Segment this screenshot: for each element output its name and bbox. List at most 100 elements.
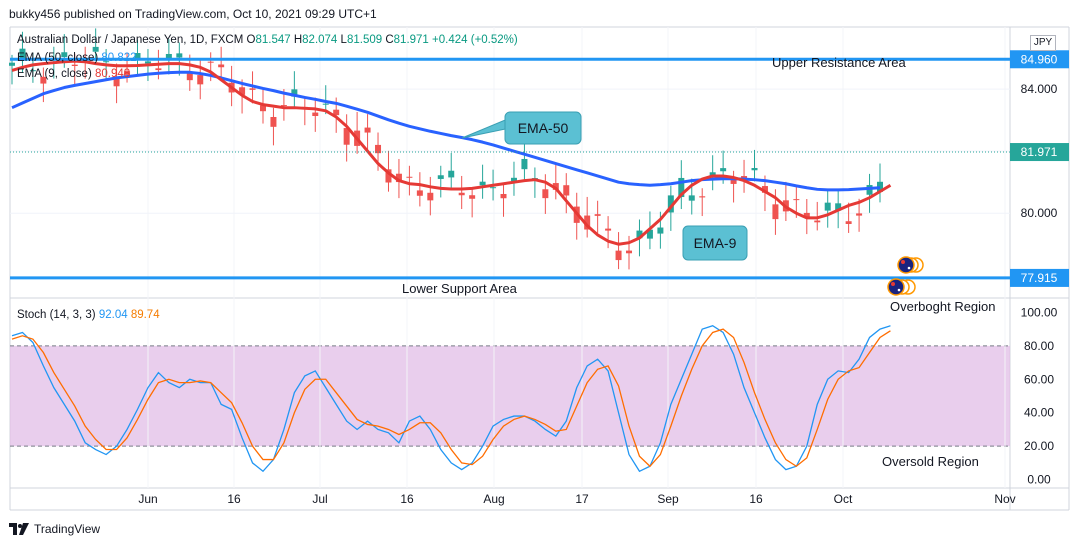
symbol-name[interactable]: Australian Dollar / Japanese Yen, 1D, FX… <box>17 34 244 46</box>
ema9-line <box>11 59 892 246</box>
candle-body <box>103 61 110 63</box>
stoch-tick-label: 60.00 <box>1024 372 1054 386</box>
candle-body <box>856 213 863 216</box>
low-label: L <box>340 34 347 46</box>
candle-body <box>563 185 570 196</box>
candle-body <box>312 112 319 117</box>
stoch-d-value: 89.74 <box>130 309 160 321</box>
close-label: C <box>385 34 394 46</box>
stoch-tick-label: 80.00 <box>1024 339 1054 353</box>
candle-body <box>280 105 287 107</box>
candle-body <box>657 227 664 234</box>
candle-body <box>259 105 266 112</box>
candle-body <box>552 183 559 190</box>
candle-body <box>594 214 601 216</box>
lower-support-label: Lower Support Area <box>402 281 518 296</box>
lower-price-label: 77.915 <box>1021 271 1058 285</box>
ema50-legend[interactable]: EMA (50, close) 80.822 <box>17 52 137 64</box>
candle-body <box>249 88 256 90</box>
time-tick-label: 16 <box>400 492 414 506</box>
candle-body <box>877 181 883 192</box>
ema50-callout-text: EMA-50 <box>518 120 569 136</box>
change-value: +0.424 (+0.52%) <box>432 34 518 46</box>
tradingview-brand: TradingView <box>34 522 101 536</box>
candle-body <box>667 195 674 213</box>
candle-body <box>416 190 423 196</box>
candle-body <box>479 181 486 186</box>
candle-body <box>19 48 26 60</box>
low-value: 81.509 <box>346 34 383 46</box>
candle-body <box>469 195 476 199</box>
candle-body <box>176 53 183 58</box>
candle-body <box>688 195 695 201</box>
stoch-tick-label: 40.00 <box>1024 406 1054 420</box>
candle-body <box>427 192 434 201</box>
stoch-legend[interactable]: Stoch (14, 3, 3) 92.04 89.74 <box>17 309 160 321</box>
candle-body <box>761 186 768 193</box>
candle-body <box>542 189 549 199</box>
stoch-tick-label: 20.00 <box>1024 439 1054 453</box>
footer-brand: TradingView <box>9 522 100 536</box>
candle-body <box>291 89 298 97</box>
candle-body <box>751 168 758 171</box>
candle-body <box>730 179 737 184</box>
ema50-callout: EMA-50 <box>461 111 582 145</box>
candle-body <box>207 61 214 63</box>
candle-body <box>521 158 528 170</box>
candle-body <box>124 71 131 75</box>
time-tick-label: 17 <box>575 492 589 506</box>
time-tick-label: 16 <box>227 492 241 506</box>
last-price-label: 81.971 <box>1021 145 1058 159</box>
upper-resistance-label: Upper Resistance Area <box>772 55 906 70</box>
candle-body <box>333 109 340 116</box>
tradingview-logo-icon <box>9 523 29 535</box>
oversold-region-label: Oversold Region <box>882 454 979 469</box>
stoch-legend-label: Stoch (14, 3, 3) <box>17 309 96 321</box>
upper-price-badge: 84.960 <box>1010 50 1069 69</box>
ema50-legend-value: 80.822 <box>101 52 137 64</box>
candle-body <box>385 169 392 183</box>
candle-body <box>793 199 800 201</box>
time-tick-label: Sep <box>657 492 679 506</box>
ema50-legend-label: EMA (50, close) <box>17 52 99 64</box>
close-value: 81.971 <box>393 34 429 46</box>
candle-body <box>9 62 15 66</box>
candle-body <box>500 193 507 199</box>
candle-body <box>720 168 727 172</box>
candle-body <box>845 221 852 224</box>
overbought-region-label: Overboght Region <box>890 299 996 314</box>
ema9-legend[interactable]: EMA (9, close) 80.948 <box>17 68 130 80</box>
ema9-callout: EMA-9 <box>682 225 748 261</box>
candle-body <box>71 64 78 66</box>
candle-body <box>343 128 350 145</box>
stoch-tick-label: 100.00 <box>1021 305 1058 319</box>
candle-body <box>364 127 371 133</box>
candle-body <box>626 250 633 254</box>
time-tick-label: Nov <box>994 492 1015 506</box>
candle-body <box>615 250 622 261</box>
australia-flag-icon <box>897 256 924 274</box>
candle-body <box>814 220 821 223</box>
stoch-tick-label: 0.00 <box>1027 473 1051 487</box>
ema9-legend-label: EMA (9, close) <box>17 68 92 80</box>
candle-body <box>437 175 444 179</box>
candle-body <box>646 229 653 239</box>
candle-body <box>218 64 225 68</box>
time-tick-label: Jul <box>312 492 327 506</box>
candle-body <box>803 212 810 218</box>
candle-body <box>458 192 465 196</box>
candle-body <box>29 70 36 72</box>
lower-price-badge: 77.915 <box>1010 268 1069 287</box>
candle-body <box>92 46 99 52</box>
time-tick-label: Oct <box>834 492 853 506</box>
candle-body <box>186 72 193 81</box>
candle-body <box>144 61 151 64</box>
candle-body <box>824 202 831 211</box>
time-axis-ticks: Jun 16 Jul 16 Aug 17 Sep 16 Oct Nov <box>138 27 1016 506</box>
currency-badge[interactable]: JPY <box>1030 35 1056 51</box>
price-tick-label: 80.000 <box>1021 206 1058 220</box>
stoch-axis-ticks: 100.00 80.00 60.00 40.00 20.00 0.00 <box>1021 305 1058 486</box>
candle-body <box>678 177 685 198</box>
candle-body <box>322 103 329 105</box>
